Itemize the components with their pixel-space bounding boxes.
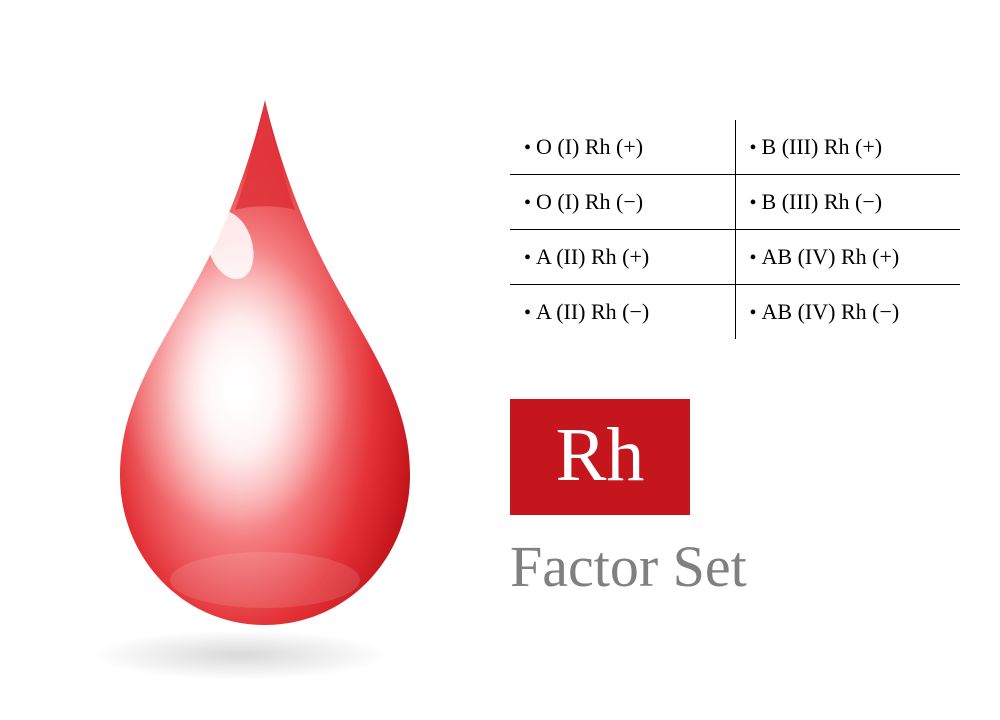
infographic-container: O (I) Rh (+) B (III) Rh (+) O (I) Rh (−)… [0, 0, 1000, 720]
cell-a-positive: A (II) Rh (+) [510, 230, 735, 285]
cell-ab-negative: AB (IV) Rh (−) [735, 285, 960, 340]
right-panel: O (I) Rh (+) B (III) Rh (+) O (I) Rh (−)… [490, 120, 960, 600]
subtitle: Factor Set [510, 533, 960, 600]
table-row: O (I) Rh (−) B (III) Rh (−) [510, 175, 960, 230]
blood-drop-icon [75, 80, 455, 640]
blood-type-table: O (I) Rh (+) B (III) Rh (+) O (I) Rh (−)… [510, 120, 960, 339]
rh-badge-label: Rh [556, 413, 645, 497]
table-row: O (I) Rh (+) B (III) Rh (+) [510, 120, 960, 175]
cell-b-positive: B (III) Rh (+) [735, 120, 960, 175]
cell-b-negative: B (III) Rh (−) [735, 175, 960, 230]
cell-ab-positive: AB (IV) Rh (+) [735, 230, 960, 285]
drop-shadow [90, 630, 390, 680]
table-row: A (II) Rh (+) AB (IV) Rh (+) [510, 230, 960, 285]
left-panel [40, 30, 490, 690]
table-row: A (II) Rh (−) AB (IV) Rh (−) [510, 285, 960, 340]
cell-o-negative: O (I) Rh (−) [510, 175, 735, 230]
cell-a-negative: A (II) Rh (−) [510, 285, 735, 340]
rh-badge: Rh [510, 399, 690, 515]
cell-o-positive: O (I) Rh (+) [510, 120, 735, 175]
